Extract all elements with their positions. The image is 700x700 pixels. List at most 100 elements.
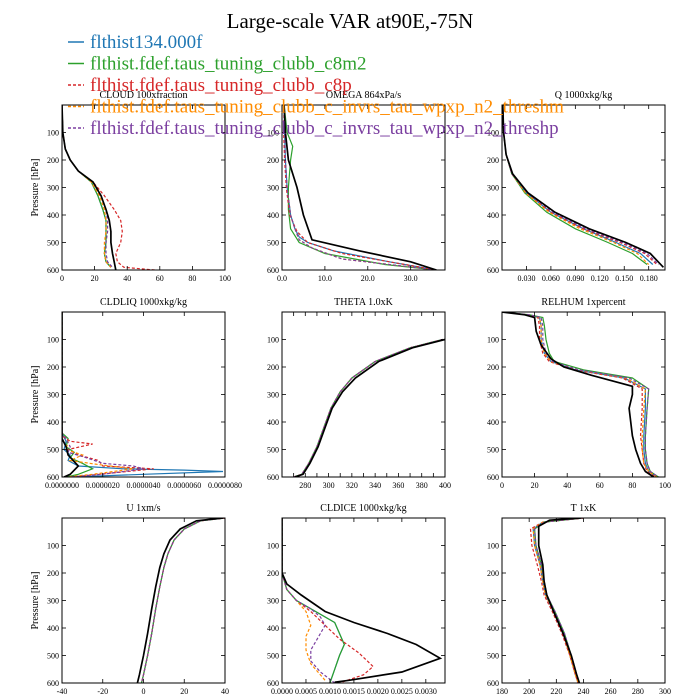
x-tick-label: 80 — [628, 481, 636, 490]
series-line-5 — [294, 338, 445, 477]
y-tick-label: 500 — [487, 446, 499, 455]
series-group — [283, 105, 437, 270]
y-tick-label: 100 — [267, 542, 279, 551]
y-tick-label: 300 — [267, 184, 279, 193]
x-tick-label: 10.0 — [318, 274, 332, 283]
legend-label: flthist.fdef.taus_tuning_clubb_c_invrs_t… — [90, 118, 559, 139]
y-tick-label: 200 — [267, 156, 279, 165]
x-tick-label: 0.0000080 — [208, 481, 242, 490]
series-line-3 — [502, 312, 658, 477]
x-tick-label: 180 — [496, 687, 508, 696]
y-tick-label: 100 — [487, 542, 499, 551]
y-tick-label: 600 — [47, 679, 59, 688]
x-tick-label: 20 — [531, 481, 539, 490]
x-tick-label: 0.0000 — [271, 687, 293, 696]
y-tick-label: 600 — [267, 473, 279, 482]
plot-frame — [281, 517, 446, 684]
y-tick-label: 300 — [487, 391, 499, 400]
legend-item-2: flthist.fdef.taus_tuning_clubb_c8p — [68, 75, 352, 96]
series-group — [136, 518, 225, 683]
series-line-2 — [502, 312, 656, 477]
series-line-3 — [532, 518, 584, 683]
series-line-1 — [502, 312, 659, 477]
x-tick-label: 0.030 — [517, 274, 535, 283]
x-tick-label: 80 — [188, 274, 196, 283]
series-line-1 — [282, 518, 345, 683]
y-tick-label: 600 — [267, 266, 279, 275]
panel-2: 0.030 0.060 0.090 0.120 0.150 0.180 100 200 300 4… — [487, 90, 666, 283]
y-tick-label: 500 — [487, 652, 499, 661]
series-line-1 — [533, 518, 584, 683]
panel-title: CLDLIQ 1000xkg/kg — [100, 297, 187, 308]
y-tick-label: 200 — [487, 156, 499, 165]
y-tick-label: 600 — [487, 473, 499, 482]
series-line-4 — [140, 518, 225, 683]
y-tick-label: 100 — [47, 129, 59, 138]
x-tick-label: 0.0000040 — [127, 481, 161, 490]
y-tick-label: 400 — [487, 624, 499, 633]
y-tick-label: 400 — [267, 418, 279, 427]
y-tick-label: 500 — [47, 652, 59, 661]
y-tick-label: 200 — [267, 363, 279, 372]
series-line-5 — [537, 518, 581, 683]
panel-6: -40 -20 0 20 40 100 200 300 400 500 600 U 1xm/s Pres… — [30, 503, 229, 696]
legend-label: flthist.fdef.taus_tuning_clubb_c8p — [90, 75, 352, 96]
x-tick-label: -20 — [97, 687, 108, 696]
panel-title: U 1xm/s — [126, 503, 160, 514]
series-line-2 — [293, 338, 443, 477]
y-tick-label: 300 — [267, 391, 279, 400]
x-tick-label: 0.0030 — [415, 687, 437, 696]
panel-0: 0 20 40 60 80 100 100 200 300 400 500 600 CLOUD 100x… — [30, 90, 231, 283]
panel-5: 0 20 40 60 80 100 100 200 300 400 500 600 RELHUM 1xp… — [487, 297, 671, 490]
series-line-5 — [282, 518, 443, 683]
y-tick-label: 100 — [47, 336, 59, 345]
y-tick-label: 500 — [487, 239, 499, 248]
x-tick-label: 20 — [91, 274, 99, 283]
x-tick-label: 40 — [563, 481, 571, 490]
y-tick-label: 300 — [487, 597, 499, 606]
series-group — [282, 518, 443, 683]
x-tick-label: 20 — [180, 687, 188, 696]
x-tick-label: 0.090 — [566, 274, 584, 283]
legend-item-1: flthist.fdef.taus_tuning_clubb_c8m2 — [68, 54, 367, 75]
series-group — [529, 518, 584, 683]
y-tick-label: 400 — [487, 211, 499, 220]
series-line-0 — [62, 312, 224, 477]
series-line-0 — [532, 518, 584, 683]
x-tick-label: 0.0000020 — [86, 481, 120, 490]
y-tick-label: 500 — [267, 239, 279, 248]
y-tick-label: 400 — [267, 211, 279, 220]
y-tick-label: 600 — [487, 679, 499, 688]
x-tick-label: 300 — [323, 481, 335, 490]
x-tick-label: 40 — [221, 687, 229, 696]
series-line-0 — [502, 312, 658, 477]
y-tick-label: 300 — [267, 597, 279, 606]
y-tick-label: 200 — [487, 363, 499, 372]
series-line-4 — [62, 312, 144, 477]
series-group — [62, 312, 224, 477]
x-tick-label: 0.0 — [277, 274, 287, 283]
plot-frame — [281, 311, 446, 478]
y-tick-label: 200 — [47, 363, 59, 372]
panel-7: 0.0000 0.0005 0.0010 0.0015 0.0020 0.0025 0.00… — [267, 503, 446, 696]
y-tick-label: 500 — [47, 446, 59, 455]
series-line-1 — [283, 105, 437, 270]
series-line-0 — [282, 518, 345, 683]
legend-label: flthist134.000f — [90, 32, 203, 53]
x-tick-label: 30.0 — [404, 274, 418, 283]
panel-title: OMEGA 864xPa/s — [326, 90, 401, 101]
x-tick-label: 0.0000060 — [167, 481, 201, 490]
series-line-4 — [502, 312, 659, 477]
series-line-2 — [62, 312, 154, 477]
x-tick-label: 200 — [523, 687, 535, 696]
x-tick-label: 100 — [219, 274, 231, 283]
y-tick-label: 400 — [267, 624, 279, 633]
series-line-3 — [282, 518, 326, 681]
panel-4: 280 300 320 340 360 380 400 100 200 300 400 500 600 T… — [267, 297, 451, 490]
y-tick-label: 600 — [487, 266, 499, 275]
series-line-5 — [62, 105, 117, 270]
series-line-2 — [62, 105, 155, 270]
y-tick-label: 200 — [267, 569, 279, 578]
series-group — [62, 105, 155, 270]
